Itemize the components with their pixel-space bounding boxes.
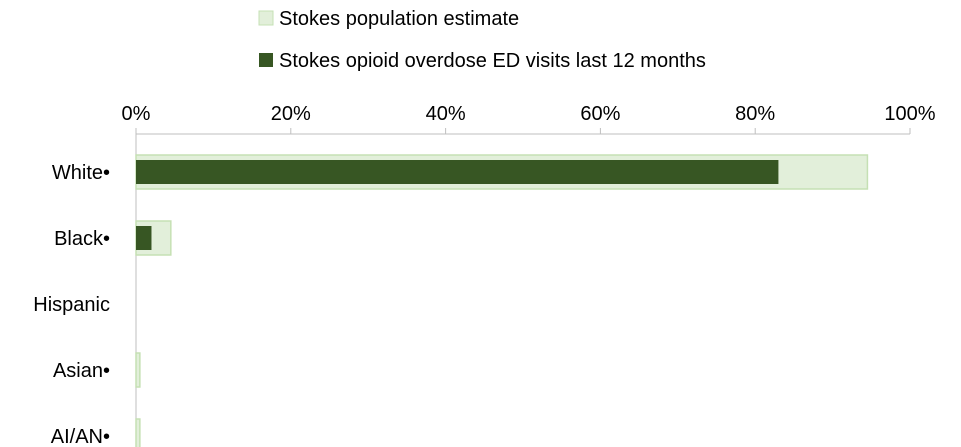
category-label: Asian• [53, 360, 110, 382]
legend-swatch-population [258, 10, 274, 26]
x-tick-label: 80% [735, 103, 775, 125]
x-tick-label: 60% [580, 103, 620, 125]
y-axis: White• Black• Hispanic Asian• AI/AN• [33, 134, 137, 447]
legend-swatch-ed-visits [259, 53, 273, 67]
category-label: White• [52, 162, 110, 184]
category-label: Black• [54, 228, 110, 250]
x-axis: 0% 20% 40% 60% 80% 100% [122, 103, 936, 135]
x-tick-label: 40% [426, 103, 466, 125]
category-label: Hispanic [33, 294, 110, 316]
x-tick-label: 0% [122, 103, 151, 125]
legend-label-population: Stokes population estimate [279, 8, 519, 30]
bar-population [135, 418, 141, 447]
bar-ed-visits [136, 226, 152, 250]
bar-ed-visits [136, 160, 779, 184]
legend-label-ed-visits: Stokes opioid overdose ED visits last 12… [279, 50, 706, 72]
x-tick-label: 20% [271, 103, 311, 125]
category-label: AI/AN• [51, 426, 110, 447]
legend: Stokes population estimate Stokes opioid… [258, 8, 706, 72]
x-tick-label: 100% [884, 103, 935, 125]
bar-population [135, 352, 141, 388]
bars [135, 154, 869, 447]
